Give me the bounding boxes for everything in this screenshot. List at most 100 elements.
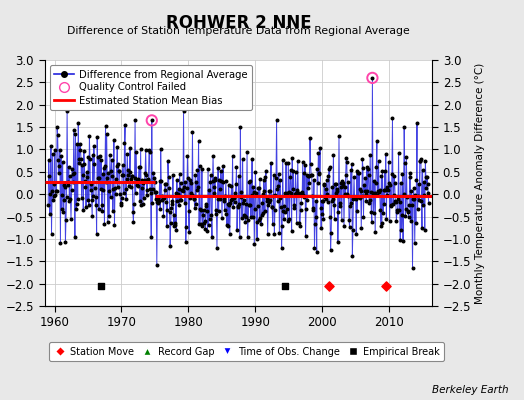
Point (318, 198, 326, 204)
Point (419, 202, 427, 208)
Point (327, 229, 335, 236)
Point (235, 200, 244, 207)
Point (144, 176, 152, 183)
Point (255, 217, 264, 223)
Point (379, 187, 388, 194)
Point (294, 190, 303, 196)
Point (348, 227, 357, 233)
Point (248, 214, 257, 220)
Point (217, 178, 226, 184)
Point (364, 166, 372, 172)
Point (224, 222, 232, 229)
Point (65, 197, 73, 204)
Point (169, 223, 178, 230)
Point (237, 194, 245, 200)
Point (210, 189, 219, 196)
Point (161, 180, 169, 187)
Point (378, 168, 387, 175)
Point (191, 172, 200, 178)
Point (398, 212, 406, 219)
Point (92, 194, 100, 200)
Point (50, 180, 59, 187)
Point (158, 193, 166, 199)
Point (291, 190, 299, 197)
Point (411, 192, 420, 198)
Point (147, 190, 155, 197)
Point (191, 205, 199, 212)
Point (408, 202, 416, 208)
Point (371, 228, 379, 235)
Point (195, 221, 203, 228)
Point (174, 186, 183, 192)
Point (307, 161, 315, 167)
Point (212, 207, 221, 213)
Point (236, 124, 245, 130)
Point (176, 171, 184, 177)
Point (102, 179, 110, 185)
Point (358, 193, 366, 199)
Point (171, 190, 180, 196)
Point (282, 160, 290, 167)
Point (145, 147, 153, 154)
Point (316, 205, 325, 212)
Point (233, 204, 242, 210)
Point (227, 183, 236, 190)
Point (71, 234, 79, 240)
Point (386, 181, 395, 188)
Point (302, 206, 310, 212)
Point (183, 153, 192, 159)
Point (193, 167, 202, 173)
Point (414, 193, 422, 199)
Point (328, 184, 336, 190)
Point (101, 163, 109, 170)
Point (276, 195, 285, 201)
Point (416, 158, 424, 164)
Point (53, 132, 62, 138)
Point (339, 183, 347, 189)
Point (123, 176, 131, 182)
Point (213, 196, 222, 202)
Point (361, 188, 369, 194)
Point (154, 200, 162, 206)
Point (176, 197, 184, 203)
Point (103, 175, 112, 181)
Point (376, 187, 384, 193)
Point (206, 172, 215, 179)
Point (367, 189, 375, 195)
Point (311, 221, 319, 227)
Point (345, 217, 353, 223)
Point (164, 158, 172, 164)
Point (389, 192, 398, 198)
Point (270, 172, 278, 178)
Point (153, 198, 161, 205)
Point (256, 214, 265, 221)
Point (106, 152, 114, 158)
Point (357, 224, 365, 231)
Point (417, 156, 425, 162)
Point (286, 167, 294, 174)
Point (61, 238, 70, 245)
Point (184, 175, 192, 181)
Point (281, 190, 290, 196)
Point (324, 173, 333, 179)
Point (163, 207, 171, 214)
Point (228, 196, 236, 202)
Point (258, 190, 267, 197)
Point (268, 203, 276, 210)
Point (160, 187, 169, 193)
Point (179, 108, 188, 115)
Point (230, 194, 238, 200)
Point (129, 209, 137, 215)
Point (409, 185, 418, 191)
Point (424, 199, 433, 206)
Point (268, 221, 277, 227)
Point (317, 225, 325, 232)
Point (369, 189, 377, 196)
Point (169, 172, 177, 179)
Point (200, 207, 208, 214)
Point (348, 253, 356, 259)
Point (114, 161, 123, 168)
Point (204, 221, 213, 228)
Point (270, 230, 279, 237)
Point (148, 117, 156, 124)
